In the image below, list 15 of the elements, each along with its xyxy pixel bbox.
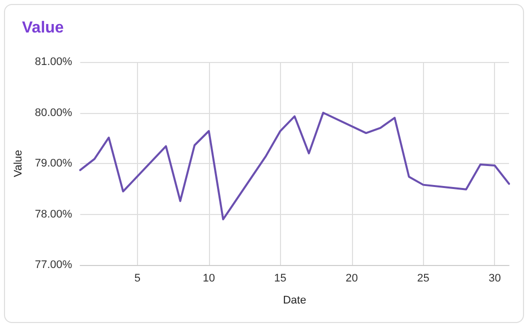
y-axis-title: Value (12, 150, 24, 178)
chart-title: Value (22, 20, 64, 36)
y-tick-label: 80.00% (34, 106, 72, 119)
y-tick-label: 77.00% (34, 259, 72, 271)
x-tick-label: 15 (274, 272, 286, 284)
x-tick-label: 10 (202, 272, 215, 284)
x-tick-label: 25 (417, 272, 430, 284)
y-tick-label: 81.00% (34, 56, 72, 68)
line-series (79, 112, 510, 220)
y-tick-label: 79.00% (34, 158, 72, 170)
x-tick-label: 20 (346, 272, 358, 284)
x-tick-label: 30 (488, 272, 501, 284)
y-tick-label: 78.00% (34, 208, 72, 220)
x-axis-title: Date (282, 294, 306, 306)
x-tick-label: 5 (134, 272, 140, 284)
